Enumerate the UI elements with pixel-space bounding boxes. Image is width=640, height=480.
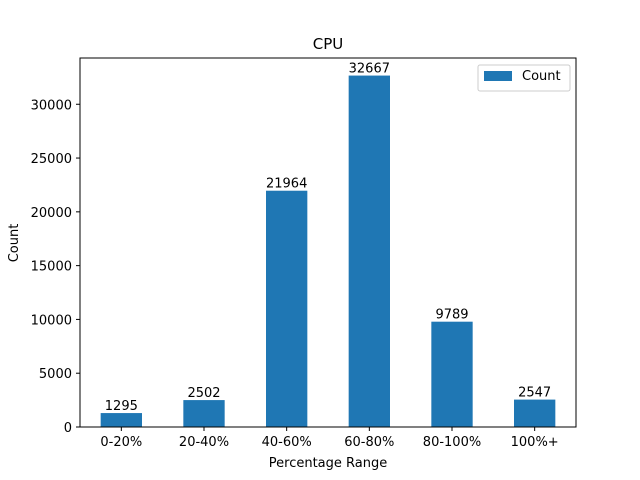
x-tick-label: 20-40%	[179, 435, 229, 450]
bar-value-label: 1295	[105, 399, 138, 414]
bar-value-label: 2502	[187, 386, 220, 401]
legend-label: Count	[522, 69, 561, 84]
bar-value-label: 9789	[435, 308, 468, 323]
y-tick-label: 20000	[31, 206, 72, 221]
y-tick-label: 25000	[31, 152, 72, 167]
chart-title: CPU	[313, 35, 344, 53]
legend: Count	[477, 64, 571, 92]
bar	[431, 321, 473, 427]
y-tick-label: 5000	[39, 367, 72, 382]
bar-value-label: 21964	[266, 177, 307, 192]
x-tick-label: 40-60%	[262, 435, 312, 450]
axes-frame	[79, 57, 577, 428]
x-tick-label: 60-80%	[344, 435, 394, 450]
x-tick-label: 80-100%	[423, 435, 481, 450]
y-tick-label: 10000	[31, 313, 72, 328]
x-tick-label: 100%+	[511, 435, 559, 450]
bar	[100, 413, 142, 427]
y-tick-label: 30000	[31, 98, 72, 113]
y-tick-label: 15000	[31, 260, 72, 275]
y-axis-label: Count	[7, 224, 22, 263]
y-tick-label: 0	[64, 421, 72, 436]
bar	[514, 399, 556, 427]
bar	[183, 400, 225, 427]
plot-area: 1295 2502 21964 32667 9789 2547 0-20% 20-40% 40-…	[31, 57, 577, 450]
bar	[266, 190, 308, 427]
bar	[348, 75, 390, 427]
x-tick-label: 0-20%	[100, 435, 142, 450]
x-axis-label: Percentage Range	[269, 456, 387, 471]
bar-value-label: 2547	[518, 386, 551, 401]
legend-swatch	[484, 71, 512, 81]
bar-value-label: 32667	[349, 62, 390, 77]
